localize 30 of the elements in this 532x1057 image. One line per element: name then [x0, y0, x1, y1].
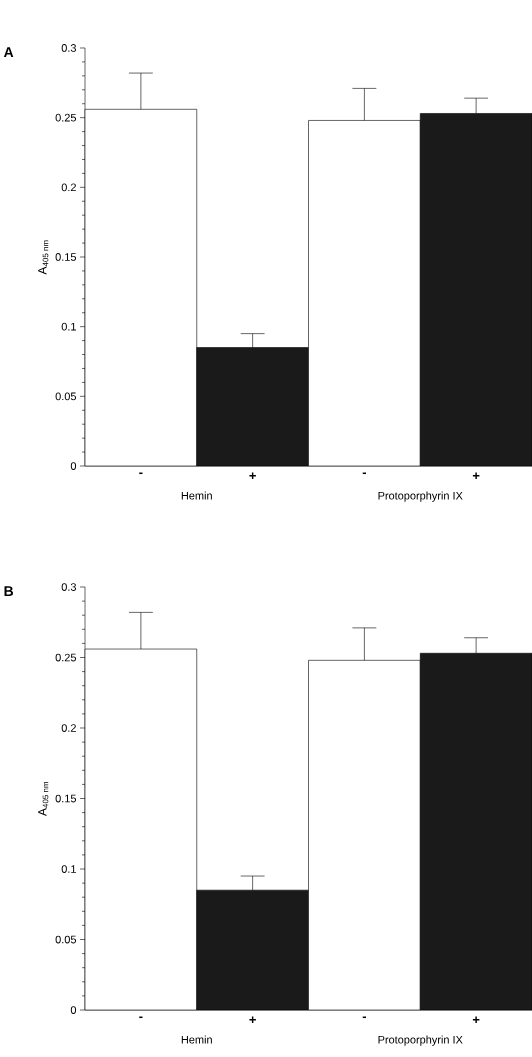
text: Hemin: [181, 1035, 212, 1044]
x-tick-label: +: [472, 1016, 480, 1024]
y-tick-label: 0.05: [55, 392, 77, 401]
y-tick-label: 0: [70, 462, 77, 470]
x-tick-label: -: [362, 472, 367, 475]
text: Protoporphyrin IX: [378, 1035, 463, 1046]
x-tick-label: -: [139, 1016, 143, 1019]
y-tick-label: 0.15: [55, 794, 77, 803]
y-tick-label: 0.3: [61, 44, 76, 52]
chart-title: B: [4, 586, 14, 596]
x-tick-label: +: [249, 472, 256, 480]
chart-title: A: [3, 47, 14, 57]
text: Protoporphyrin IX: [378, 491, 463, 502]
y-tick-label: 0.1: [61, 322, 76, 331]
y-tick-label: 0.05: [55, 935, 77, 944]
y-tick-label: 0.3: [61, 583, 76, 591]
y-tick-label: 0.25: [55, 113, 77, 122]
y-tick-label: 0.1: [61, 865, 76, 873]
y-tick-label: 0.2: [61, 183, 76, 192]
y-axis-title: A$_{405 nm}$: [38, 782, 49, 817]
x-tick-label: -: [139, 472, 143, 475]
x-tick-label: -: [362, 1016, 367, 1019]
y-tick-label: 0.25: [55, 653, 77, 662]
x-tick-label: +: [472, 472, 480, 480]
y-axis-title: A$_{405 nm}$: [38, 240, 49, 275]
x-tick-label: +: [249, 1016, 256, 1024]
y-tick-label: 0.15: [55, 253, 77, 261]
y-tick-label: 0: [70, 1006, 77, 1014]
text: Hemin: [181, 491, 212, 500]
y-tick-label: 0.2: [61, 724, 76, 732]
